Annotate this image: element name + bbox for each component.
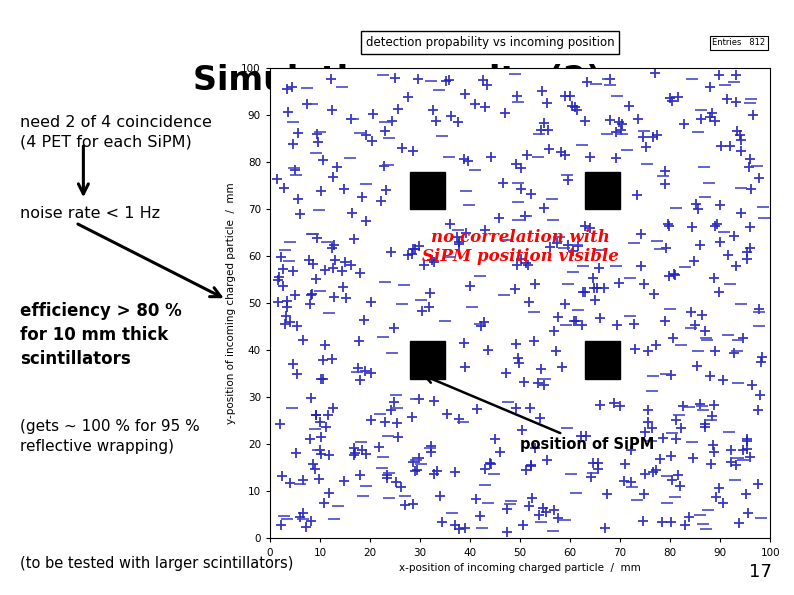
Text: no correlation with
SiPM position visible: no correlation with SiPM position visibl… [422,228,619,265]
Text: noise rate < 1 Hz: noise rate < 1 Hz [20,206,160,221]
Text: 17: 17 [749,563,772,581]
Y-axis label: y-position of incoming charged particle  /  mm: y-position of incoming charged particle … [225,183,236,424]
Bar [585,172,620,209]
Text: efficiency > 80 %
for 10 mm thick
scintillators: efficiency > 80 % for 10 mm thick scinti… [20,302,182,368]
Bar [410,341,445,378]
Text: (to be tested with larger scintillators): (to be tested with larger scintillators) [20,556,293,571]
Bar [410,172,445,209]
Text: need 2 of 4 coincidence
(4 PET for each SiPM): need 2 of 4 coincidence (4 PET for each … [20,115,212,150]
Text: first steps: first steps [290,7,366,22]
X-axis label: x-position of incoming charged particle  /  mm: x-position of incoming charged particle … [399,563,641,573]
Text: (gets ~ 100 % for 95 %
reflective wrapping): (gets ~ 100 % for 95 % reflective wrappi… [20,419,199,453]
Text: position of SiPM: position of SiPM [425,375,654,452]
Text: Simulation results (2): Simulation results (2) [193,64,601,97]
Text: Entries   812: Entries 812 [712,38,765,47]
Bar [585,341,620,378]
Text: detection propability vs incoming position: detection propability vs incoming positi… [366,36,615,49]
